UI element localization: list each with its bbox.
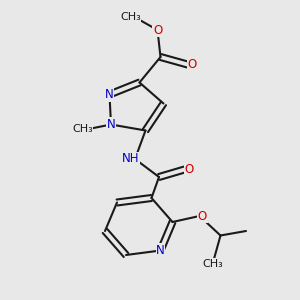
Text: CH₃: CH₃ <box>72 124 93 134</box>
Text: N: N <box>156 244 165 257</box>
Text: N: N <box>106 118 116 131</box>
Text: CH₃: CH₃ <box>120 11 141 22</box>
Text: O: O <box>184 163 194 176</box>
Text: O: O <box>188 58 196 71</box>
Text: CH₃: CH₃ <box>202 259 224 269</box>
Text: NH: NH <box>122 152 139 166</box>
Text: O: O <box>153 23 162 37</box>
Text: N: N <box>105 88 114 101</box>
Text: O: O <box>198 209 207 223</box>
